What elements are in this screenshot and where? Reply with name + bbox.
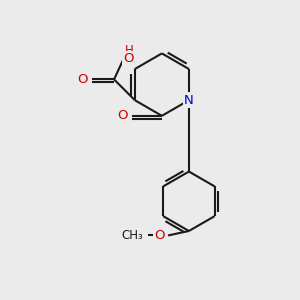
Text: N: N: [184, 94, 194, 107]
Text: O: O: [124, 52, 134, 65]
Text: O: O: [117, 109, 128, 122]
Text: O: O: [78, 73, 88, 86]
Text: O: O: [154, 229, 165, 242]
Text: H: H: [124, 44, 133, 57]
Text: CH₃: CH₃: [121, 229, 143, 242]
